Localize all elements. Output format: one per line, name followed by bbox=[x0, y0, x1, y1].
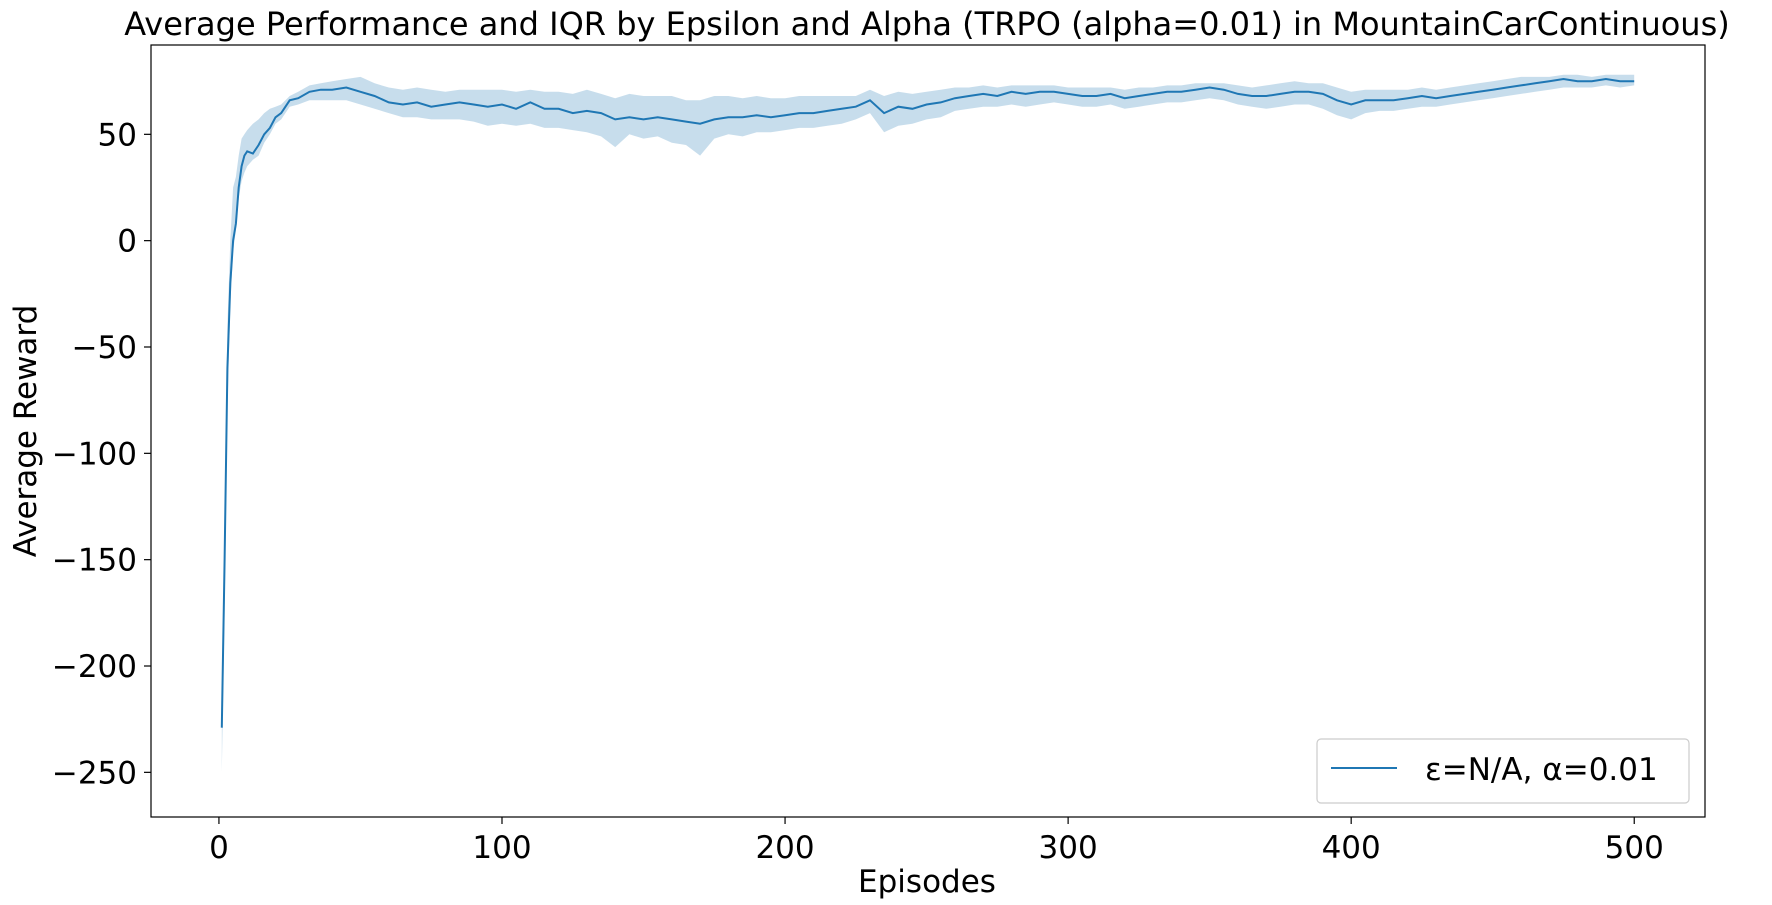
x-tick-label: 100 bbox=[472, 830, 531, 866]
y-tick-label: −150 bbox=[52, 543, 137, 579]
legend-box bbox=[1316, 738, 1690, 804]
y-axis-label: Average Reward bbox=[8, 305, 44, 558]
y-tick-label: −200 bbox=[52, 649, 137, 685]
y-tick-label: 0 bbox=[117, 224, 137, 260]
x-tick-label: 500 bbox=[1605, 830, 1664, 866]
x-tick-label: 300 bbox=[1039, 830, 1098, 866]
x-tick-label: 0 bbox=[209, 830, 229, 866]
x-tick-label: 200 bbox=[755, 830, 814, 866]
y-axis-ticks: −250 −200 −150 −100 −50 0 50 bbox=[52, 117, 151, 791]
y-tick-label: 50 bbox=[98, 117, 137, 153]
legend-label: ε=N/A, α=0.01 bbox=[1425, 752, 1658, 788]
x-axis-ticks: 0 100 200 300 400 500 bbox=[209, 817, 1664, 866]
legend: ε=N/A, α=0.01 bbox=[1316, 738, 1690, 804]
x-tick-label: 400 bbox=[1322, 830, 1381, 866]
x-axis-label: Episodes bbox=[858, 864, 996, 900]
plot-frame bbox=[150, 44, 1706, 818]
chart-title: Average Performance and IQR by Epsilon a… bbox=[124, 5, 1729, 43]
y-tick-label: −100 bbox=[52, 436, 137, 472]
plot-area bbox=[220, 74, 1635, 773]
y-tick-label: −50 bbox=[72, 330, 137, 366]
series-line bbox=[220, 77, 1635, 728]
y-tick-label: −250 bbox=[52, 755, 137, 791]
